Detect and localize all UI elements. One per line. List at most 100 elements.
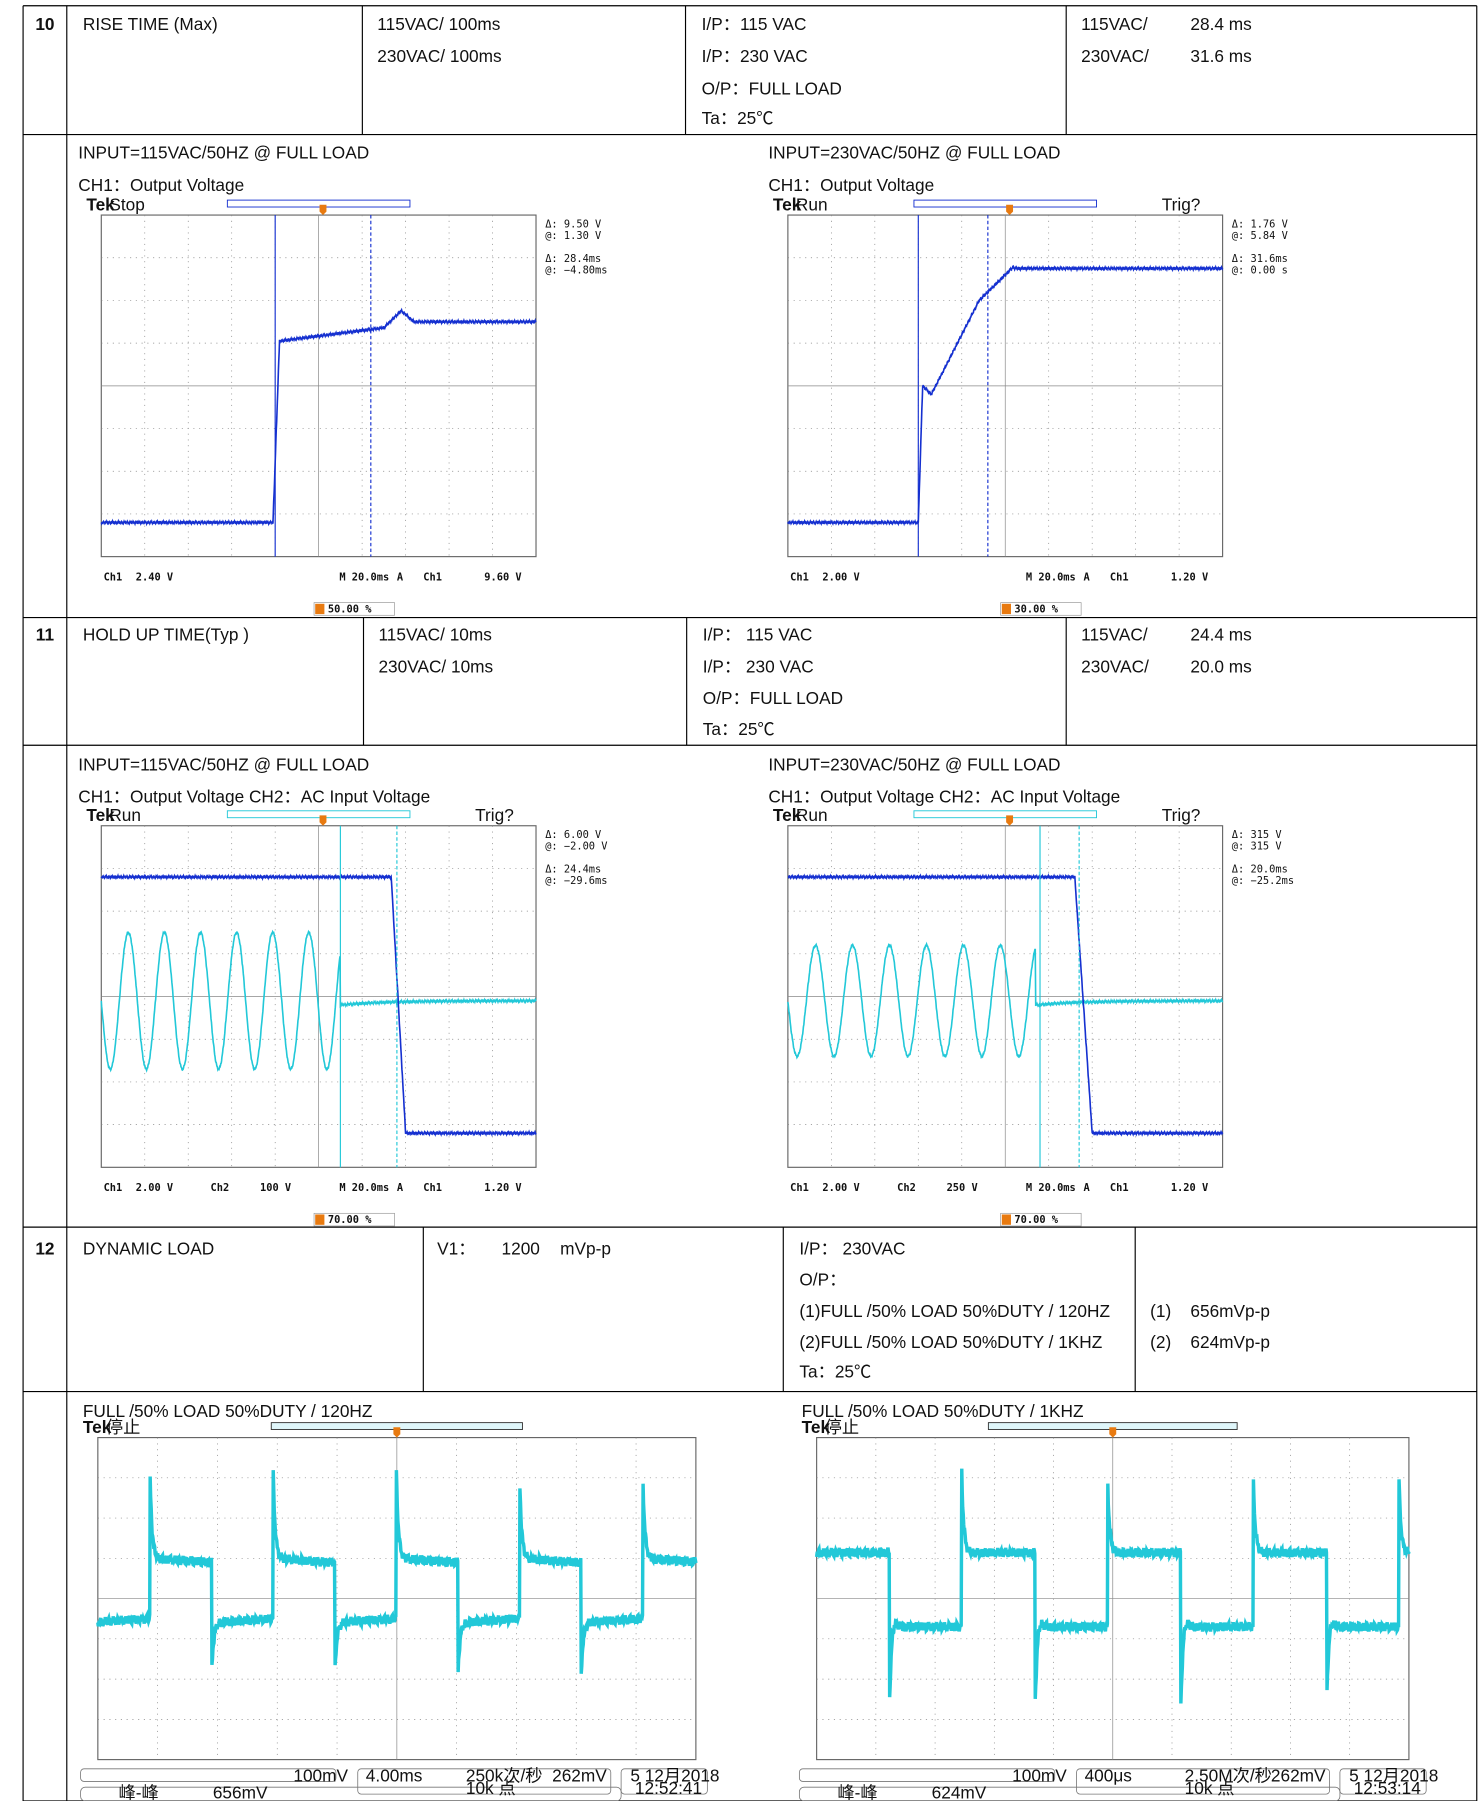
item-name: HOLD UP TIME(Typ ) [83,625,249,645]
condition: (2)FULL /50% LOAD 50%DUTY / 1KHZ [799,1332,1102,1352]
scope-trigger-level: 70.00 % [1014,1214,1058,1226]
scope-setting: Ch1 [423,571,442,583]
scope-setting: Ch1 [1110,1182,1129,1194]
trigger-marker [1006,815,1013,825]
scope-setting: 1.20 V [1171,571,1208,583]
scope-caption: CH1：Output Voltage [78,175,244,195]
condition: I/P：115 VAC [702,14,807,34]
scope-readout: Δ: 28.4ms [545,253,601,265]
scope-setting: 624mV [932,1783,987,1801]
scope-record-bar [914,811,1097,818]
scope-readout: Δ: 315 V [1232,829,1282,841]
body: {"rows": [ {"no": "10", "item": "RISE TI… [0,0,1478,1801]
result-value: 20.0 ms [1190,657,1251,677]
scope-setting: Ch1 [790,571,809,583]
scope-setting: A [1083,571,1090,583]
scope-setting: Ch1 [104,571,123,583]
scope-caption: CH1：Output Voltage [768,175,934,195]
scope-readout: @: 1.30 V [545,230,601,242]
result-label: 230VAC/ [1081,46,1149,66]
scope-setting: 262mV [1271,1765,1326,1785]
scope-setting: Ch1 [1110,571,1129,583]
scope-setting: Ch1 [423,1182,442,1194]
scope-readout: @: 315 V [1232,840,1282,852]
scope-readout: Δ: 9.50 V [545,218,601,230]
result-label: 115VAC/ [1081,625,1148,645]
condition: Ta：25℃ [703,719,775,739]
scope-setting: 峰-峰 [837,1783,877,1801]
scope-caption: INPUT=115VAC/50HZ @ FULL LOAD [78,755,369,775]
scope-setting: 10k 点 [466,1778,516,1798]
scope-readout: @: −29.6ms [545,875,607,887]
condition: Ta：25℃ [702,108,774,128]
condition: I/P： 115 VAC [703,625,813,645]
result-value: 28.4 ms [1190,14,1251,34]
trigger-icon [315,604,324,614]
trigger-icon [1002,604,1011,614]
condition: I/P： 230VAC [799,1239,905,1259]
item-number: 10 [35,14,54,34]
item-name: RISE TIME (Max) [83,14,218,34]
condition: O/P： [799,1270,846,1290]
scope-setting: 250 V [947,1182,978,1194]
scope-readout: Δ: 20.0ms [1232,863,1288,875]
spec: 1200 [502,1239,540,1259]
scope-record-bar [227,200,410,207]
item-number: 11 [36,625,55,645]
result-label: (2) [1150,1332,1171,1352]
scope-setting: A [397,571,404,583]
condition: O/P：FULL LOAD [703,688,843,708]
scope-record-bar [227,811,410,818]
scope-setting: 2.00 V [822,571,859,583]
scope-setting: 100mV [1012,1765,1067,1785]
scope-caption: INPUT=230VAC/50HZ @ FULL LOAD [768,755,1060,775]
trigger-marker [393,1427,400,1437]
result-label: (1) [1150,1301,1171,1321]
scope-setting: Ch1 [104,1182,123,1194]
scope-status: Run [109,805,141,825]
scope-readout: Δ: 24.4ms [545,863,601,875]
scope-status: Stop [109,194,145,214]
trigger-marker [320,205,327,215]
result-label: 230VAC/ [1081,657,1149,677]
result-label: 115VAC/ [1081,14,1148,34]
scope-setting: A [397,1182,404,1194]
item-number: 12 [35,1239,54,1259]
result-value: 624mVp-p [1190,1332,1270,1352]
scope-status: Run [796,194,828,214]
scope-readout: Δ: 6.00 V [545,829,601,841]
scope-setting: 2.40 V [136,571,173,583]
scope-status: Run [796,805,828,825]
condition: Ta：25℃ [799,1362,871,1382]
spec: 230VAC/ 100ms [377,46,501,66]
scope-setting: M 20.0ms [339,571,389,583]
scope-setting: 656mV [213,1783,268,1801]
scope-setting: Ch2 [211,1182,230,1194]
scope-setting: 2.00 V [136,1182,173,1194]
page: Test Report html, body { margin: 0; padd… [0,0,1478,1801]
spec: 115VAC/ 10ms [378,625,491,645]
scope-setting: 2.00 V [822,1182,859,1194]
scope-record-bar [914,200,1097,207]
scope-readout: Δ: 1.76 V [1232,218,1288,230]
scope-setting: Ch2 [897,1182,916,1194]
scope-setting: 1.20 V [1171,1182,1208,1194]
scope-setting: 400μs [1085,1765,1132,1785]
spec: mVp-p [560,1239,611,1259]
trigger-marker [320,815,327,825]
scope-readout: Δ: 31.6ms [1232,253,1288,265]
scope-readout: @: 0.00 s [1232,264,1288,276]
scope-trigger-level: 30.00 % [1014,604,1058,616]
scope-setting: A [1083,1182,1090,1194]
trigger-icon [1002,1214,1011,1224]
scope-setting: 1.20 V [484,1182,521,1194]
scope-setting: 262mV [552,1765,607,1785]
condition: I/P： 230 VAC [703,657,814,677]
result-value: 24.4 ms [1190,625,1251,645]
scope-trigger-level: 50.00 % [328,604,372,616]
scope-setting: 100mV [293,1765,348,1785]
report-table: 10RISE TIME (Max)115VAC/ 100ms230VAC/ 10… [0,0,1478,1801]
scope-setting: M 20.0ms [1026,571,1076,583]
scope-caption: INPUT=115VAC/50HZ @ FULL LOAD [78,143,369,163]
scope-setting: 9.60 V [484,571,521,583]
